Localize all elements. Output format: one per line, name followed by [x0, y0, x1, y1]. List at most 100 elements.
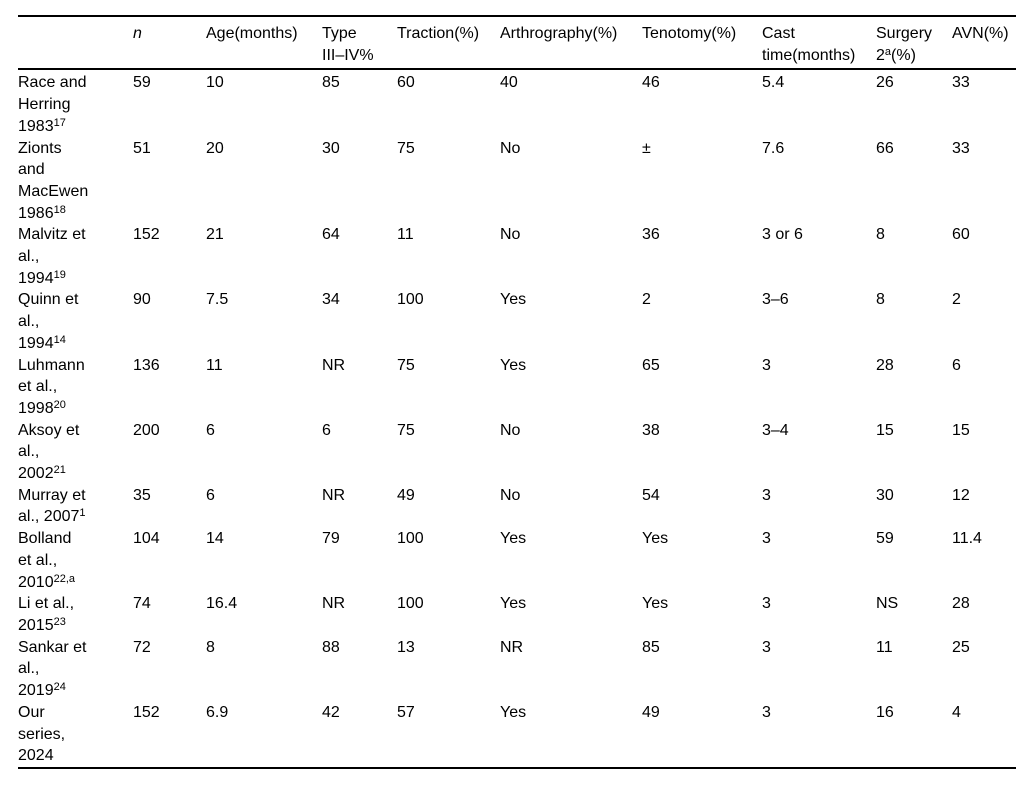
- avn-cell: 33: [952, 74, 970, 92]
- study-name: Our series, 2024: [18, 703, 66, 765]
- header-study: [18, 16, 133, 71]
- table-row: Bolland et al., 201022,a 104 14 79 100 Y…: [18, 528, 1016, 593]
- type-iii-iv-cell: 34: [322, 291, 340, 309]
- study-cell: Murray et al., 20071: [18, 485, 133, 528]
- table-row: Murray et al., 20071 35 6 NR 49 No 54 3 …: [18, 485, 1016, 528]
- surgery2-cell: 15: [876, 421, 894, 439]
- table-row: Li et al., 201523 74 16.4 NR 100 Yes Yes…: [18, 593, 1016, 636]
- study-cell: Quinn et al., 199414: [18, 289, 133, 354]
- study-reference-superscript: 20: [53, 398, 66, 411]
- avn-cell: 11.4: [952, 530, 982, 548]
- header-label: Tenotomy(%): [642, 25, 737, 42]
- table-row: Aksoy et al., 200221 200 6 6 75 No 38 3–…: [18, 420, 1016, 485]
- table-row: Our series, 2024 152 6.9 42 57 Yes 49 3 …: [18, 702, 1016, 768]
- header-label: Cast time(months): [762, 25, 856, 64]
- header-label: Arthrography(%): [500, 25, 618, 42]
- avn-cell: 12: [952, 486, 970, 504]
- study-name: Li et al., 2015: [18, 595, 75, 634]
- study-cell: Malvitz et al., 199419: [18, 224, 133, 289]
- age-months-cell: 11: [206, 356, 223, 374]
- type-iii-iv-cell: 30: [322, 139, 340, 157]
- tenotomy-cell: 54: [642, 486, 660, 504]
- age-months-cell: 10: [206, 74, 224, 92]
- type-iii-iv-cell: 42: [322, 703, 340, 721]
- traction-cell: 49: [397, 486, 415, 504]
- arthrography-cell: No: [500, 226, 521, 244]
- study-name: Murray et al., 2007: [18, 486, 86, 526]
- header-label: Traction(%): [397, 25, 480, 42]
- n-cell: 35: [133, 486, 151, 504]
- arthrography-cell: 40: [500, 74, 518, 92]
- age-months-cell: 14: [206, 530, 224, 548]
- cast-time-cell: 3: [762, 530, 771, 548]
- study-reference-superscript: 18: [53, 203, 66, 216]
- table-header: n Age(months) Type III–IV% Traction(%) A…: [18, 16, 1016, 71]
- table-row: Race and Herring 198317 59 10 85 60 40 4…: [18, 69, 1016, 137]
- type-iii-iv-cell: NR: [322, 356, 346, 374]
- study-name: Bolland et al., 2010: [18, 530, 72, 591]
- header-label: Type III–IV%: [322, 25, 374, 64]
- cast-time-cell: 3–4: [762, 421, 789, 439]
- study-cell: Sankar et al., 201924: [18, 637, 133, 702]
- table-row: Quinn et al., 199414 90 7.5 34 100 Yes 2…: [18, 289, 1016, 354]
- traction-cell: 11: [397, 226, 414, 244]
- tenotomy-cell: 38: [642, 421, 660, 439]
- type-iii-iv-cell: 6: [322, 421, 331, 439]
- header-arthrography: Arthrography(%): [500, 16, 642, 71]
- tenotomy-cell: 49: [642, 703, 660, 721]
- header-row: n Age(months) Type III–IV% Traction(%) A…: [18, 16, 1016, 71]
- tenotomy-cell: Yes: [642, 595, 669, 613]
- age-months-cell: 6: [206, 486, 215, 504]
- n-cell: 59: [133, 74, 151, 92]
- avn-cell: 60: [952, 226, 970, 244]
- tenotomy-cell: ±: [642, 139, 651, 157]
- age-months-cell: 8: [206, 638, 215, 656]
- avn-cell: 33: [952, 139, 970, 157]
- table-row: Luhmann et al., 199820 136 11 NR 75 Yes …: [18, 355, 1016, 420]
- cast-time-cell: 3: [762, 703, 771, 721]
- study-cell: Luhmann et al., 199820: [18, 355, 133, 420]
- study-reference-superscript: 19: [53, 268, 66, 281]
- arthrography-cell: Yes: [500, 530, 527, 548]
- study-cell: Our series, 2024: [18, 702, 133, 768]
- study-name: Quinn et al., 1994: [18, 291, 79, 352]
- n-cell: 104: [133, 530, 160, 548]
- study-reference-superscript: 17: [53, 116, 66, 129]
- n-cell: 51: [133, 139, 151, 157]
- surgery2-cell: 11: [876, 638, 893, 656]
- tenotomy-cell: 85: [642, 638, 660, 656]
- tenotomy-cell: 2: [642, 291, 651, 309]
- study-reference-superscript: 21: [53, 464, 66, 477]
- study-name: Zionts and MacEwen 1986: [18, 139, 89, 222]
- n-cell: 72: [133, 638, 151, 656]
- header-type-iii-iv: Type III–IV%: [322, 16, 397, 71]
- traction-cell: 75: [397, 421, 415, 439]
- table-row: Sankar et al., 201924 72 8 88 13 NR 85 3…: [18, 637, 1016, 702]
- n-cell: 90: [133, 291, 151, 309]
- study-reference-superscript: 22,a: [53, 572, 76, 585]
- study-reference-superscript: 1: [79, 507, 86, 520]
- cast-time-cell: 3–6: [762, 291, 789, 309]
- header-tenotomy: Tenotomy(%): [642, 16, 762, 71]
- header-label: Surgery 2: [876, 25, 933, 64]
- type-iii-iv-cell: NR: [322, 595, 346, 613]
- age-months-cell: 20: [206, 139, 224, 157]
- cast-time-cell: 3: [762, 356, 771, 374]
- cast-time-cell: 3 or 6: [762, 226, 803, 244]
- age-months-cell: 6: [206, 421, 215, 439]
- type-iii-iv-cell: 85: [322, 74, 340, 92]
- traction-cell: 75: [397, 356, 415, 374]
- avn-cell: 28: [952, 595, 970, 613]
- type-iii-iv-cell: 79: [322, 530, 340, 548]
- arthrography-cell: Yes: [500, 291, 527, 309]
- table-row: Malvitz et al., 199419 152 21 64 11 No 3…: [18, 224, 1016, 289]
- arthrography-cell: NR: [500, 638, 524, 656]
- header-label: AVN(%): [952, 25, 1009, 42]
- cast-time-cell: 7.6: [762, 139, 785, 157]
- n-cell: 136: [133, 356, 160, 374]
- table-body: Race and Herring 198317 59 10 85 60 40 4…: [18, 69, 1016, 768]
- surgery2-cell: 59: [876, 530, 894, 548]
- traction-cell: 57: [397, 703, 415, 721]
- header-superscript: a: [884, 45, 892, 58]
- arthrography-cell: Yes: [500, 595, 527, 613]
